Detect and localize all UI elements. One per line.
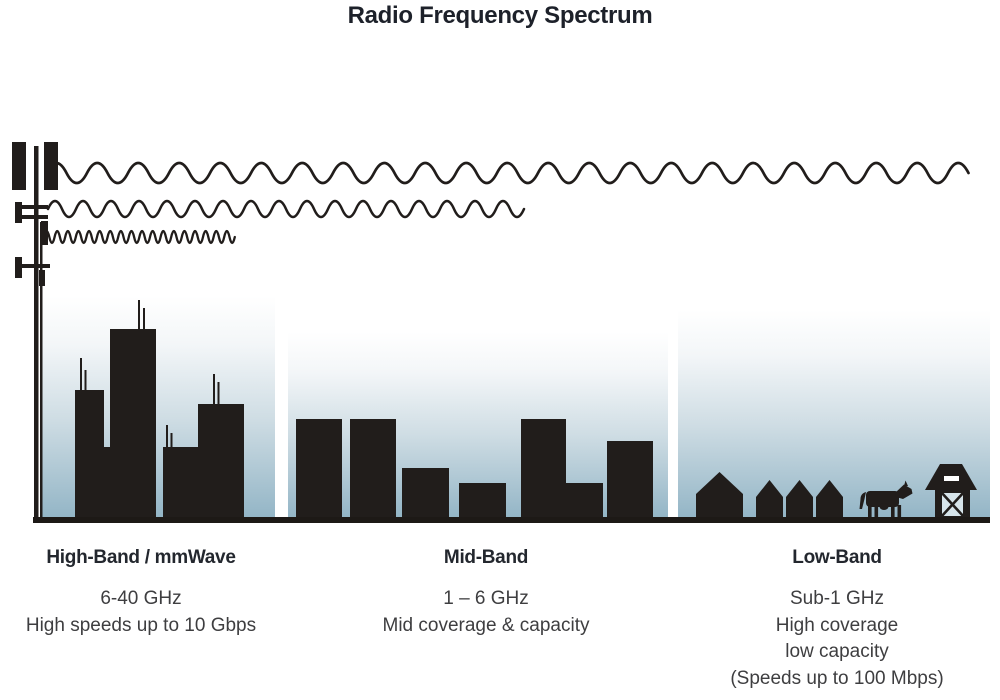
cow-body [866,491,899,507]
cow-head [895,484,913,499]
cow-leg [897,505,902,518]
rooftop-antennas [80,300,220,449]
mid-band-label: Mid-Band 1 – 6 GHz Mid coverage & capaci… [351,547,621,639]
antenna-element [15,257,22,278]
page-title: Radio Frequency Spectrum [347,2,653,29]
cow-horn [904,480,908,486]
antenna-crossbar [22,264,50,268]
building [521,419,566,518]
band-name: Low-Band [792,547,882,568]
building [296,419,342,518]
band-description: Mid coverage & capacity [382,614,590,636]
cow-udder [879,503,889,510]
skyscraper [75,390,104,518]
cow-leg [874,505,879,518]
cell-tower-icon [12,142,58,518]
skyscraper [198,404,244,518]
band-description: low capacity [785,641,889,662]
house-icon [756,480,783,518]
low-band-rural-scene [696,464,977,518]
house-icon [696,472,743,518]
medium-wavelength-wave-icon [46,199,526,219]
band-frequency-range: Sub-1 GHz [790,588,884,609]
antenna-element [15,202,22,223]
antenna-panel-left [12,142,26,190]
skyscraper [163,447,198,518]
band-description: High speeds up to 10 Gbps [25,614,257,636]
house-icon [816,480,843,518]
long-wavelength-wave-icon [44,161,970,185]
house-icon [786,480,813,518]
high-band-skyline [75,300,244,518]
tower-mast-2 [40,222,43,518]
band-frequency-range: 6-40 GHz [100,588,182,609]
cow-leg [868,505,872,518]
low-band-label: Low-Band Sub-1 GHz High coverage low cap… [702,547,972,692]
antenna-element [41,221,48,245]
short-wavelength-wave-icon [42,229,236,245]
spectrum-scene [12,142,990,523]
tower-mast [34,146,39,518]
antenna-element [39,270,45,286]
skyscraper [110,329,156,518]
band-description: (Speeds up to 100 Mbps) [730,667,944,689]
cow-leg [891,505,895,518]
band-frequency-range: 1 – 6 GHz [443,588,529,609]
building [607,441,653,518]
skyscraper [104,447,110,518]
building [566,483,603,518]
ground-line [33,517,990,523]
cow-tail [859,492,866,509]
barn-icon [925,464,977,518]
band-name: Mid-Band [443,547,529,568]
antenna-crossbar [22,215,48,219]
cow-icon [859,480,913,518]
building [350,419,396,518]
band-name: High-Band / mmWave [46,547,236,568]
building [459,483,506,518]
building [402,468,449,518]
barn-door-cross [940,491,965,518]
band-description: High coverage [775,614,899,636]
radio-waves [42,161,970,245]
antenna-panel-right [44,142,58,190]
antenna-crossbar [22,205,48,209]
mid-band-buildings [296,419,653,518]
barn-loft-window [944,476,959,481]
high-band-label: High-Band / mmWave 6-40 GHz High speeds … [6,547,276,639]
